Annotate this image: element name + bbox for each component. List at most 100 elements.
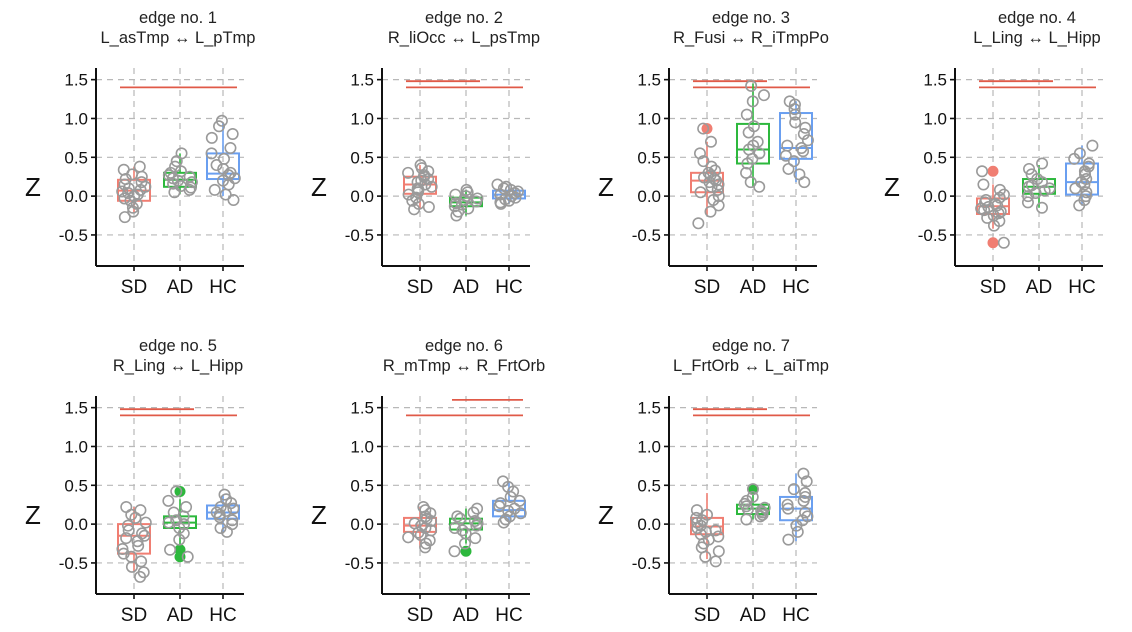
data-point — [789, 108, 802, 121]
data-point — [127, 205, 140, 218]
data-point — [691, 516, 704, 529]
data-point — [711, 183, 724, 196]
data-point — [116, 542, 129, 555]
y-axis-label: Z — [311, 172, 327, 202]
data-point — [131, 535, 144, 548]
subplot-title: edge no. 6 — [425, 337, 503, 355]
data-point — [977, 178, 990, 191]
data-point — [208, 183, 221, 196]
data-point — [507, 485, 520, 498]
data-point — [782, 533, 795, 546]
data-point — [788, 103, 801, 116]
x-tick-label: AD — [740, 605, 766, 626]
x-tick-label: AD — [453, 605, 479, 626]
y-tick-label: 0.5 — [637, 148, 661, 167]
data-point — [183, 183, 196, 196]
y-tick-label: 1.5 — [64, 399, 88, 418]
y-tick-label: 0.0 — [350, 515, 374, 534]
data-point — [121, 519, 134, 532]
data-point — [139, 516, 152, 529]
data-point — [704, 205, 717, 218]
x-tick-label: SD — [694, 277, 720, 298]
data-point — [779, 149, 792, 162]
data-point — [782, 162, 795, 175]
x-tick-label: HC — [495, 277, 522, 298]
data-point — [118, 192, 131, 205]
y-tick-label: -0.5 — [59, 226, 88, 245]
data-point — [1073, 199, 1086, 212]
y-tick-label: 1.5 — [637, 399, 661, 418]
data-point — [219, 188, 232, 201]
data-point — [697, 155, 710, 168]
data-point — [124, 194, 137, 207]
data-point — [497, 516, 510, 529]
outlier-point — [987, 237, 999, 249]
data-point — [1021, 196, 1034, 209]
data-point — [412, 526, 425, 539]
data-point — [173, 533, 186, 546]
y-tick-label: 1.0 — [923, 109, 947, 128]
data-point — [226, 514, 239, 527]
y-tick-label: -0.5 — [632, 226, 661, 245]
data-point — [514, 507, 527, 520]
subplot-subtitle: R_Fusi ↔ R_iTmpPo — [673, 29, 829, 47]
data-point — [740, 513, 753, 526]
data-point — [170, 155, 183, 168]
data-point — [134, 570, 147, 583]
data-point — [997, 236, 1010, 249]
data-point — [797, 494, 810, 507]
subplot-title: edge no. 5 — [139, 337, 217, 355]
y-tick-label: 1.0 — [350, 109, 374, 128]
subplot-title: edge no. 4 — [998, 9, 1076, 27]
data-point — [508, 187, 521, 200]
data-point — [791, 525, 804, 538]
data-point — [712, 545, 725, 558]
data-point — [994, 205, 1007, 218]
subplot-3: edge no. 3 R_Fusi ↔ R_iTmpPo Z -0.5 0.0 0.5 1.… — [598, 9, 829, 298]
data-point — [132, 539, 145, 552]
y-tick-label: -0.5 — [918, 226, 947, 245]
data-point — [164, 543, 177, 556]
data-point — [402, 166, 415, 179]
data-point — [746, 95, 759, 108]
y-tick-label: 0.0 — [923, 187, 947, 206]
data-point — [1080, 186, 1093, 199]
y-tick-label: 1.0 — [637, 437, 661, 456]
data-point — [162, 494, 175, 507]
y-tick-label: -0.5 — [59, 554, 88, 573]
y-tick-label: 0.5 — [637, 476, 661, 495]
subplot-title: edge no. 2 — [425, 9, 503, 27]
data-point — [226, 128, 239, 141]
y-axis-label: Z — [25, 172, 41, 202]
data-point — [705, 180, 718, 193]
y-tick-label: 0.5 — [350, 476, 374, 495]
data-point — [1086, 139, 1099, 152]
data-point — [712, 178, 725, 191]
data-point — [756, 508, 769, 521]
data-point — [745, 79, 758, 92]
data-point — [467, 506, 480, 519]
data-point — [801, 134, 814, 147]
x-tick-label: SD — [121, 277, 147, 298]
data-point — [692, 217, 705, 230]
data-point — [162, 516, 175, 529]
data-point — [448, 521, 461, 534]
data-point — [470, 519, 483, 532]
data-point — [753, 180, 766, 193]
data-point — [789, 116, 802, 129]
data-point — [408, 203, 421, 216]
data-point — [120, 501, 133, 514]
data-point — [494, 197, 507, 210]
data-point — [402, 188, 415, 201]
data-point — [1022, 180, 1035, 193]
x-tick-label: HC — [782, 277, 809, 298]
outlier-point — [701, 123, 713, 135]
y-tick-label: 0.0 — [637, 187, 661, 206]
data-point — [135, 170, 148, 183]
outlier-point — [174, 486, 186, 498]
subplot-7: edge no. 7 L_FrtOrb ↔ L_aiTmp Z -0.5 0.0 0.5 1… — [598, 337, 829, 626]
data-point — [116, 185, 129, 198]
data-point — [469, 532, 482, 545]
data-point — [740, 108, 753, 121]
data-point — [414, 528, 427, 541]
